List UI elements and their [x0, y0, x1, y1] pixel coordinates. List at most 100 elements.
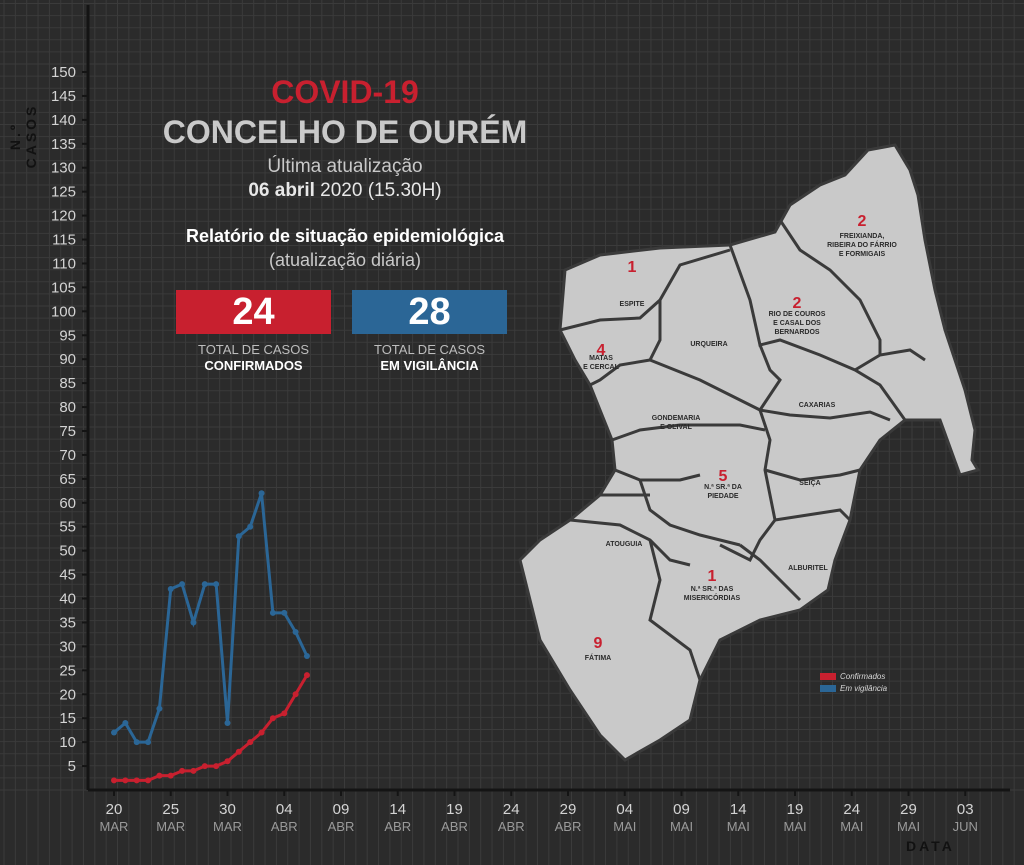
- x-tick-month-label: ABR: [441, 819, 468, 834]
- y-tick-label: 130: [51, 160, 76, 177]
- x-tick-label: 03: [957, 801, 974, 818]
- parish-cases-n-sr-das-miseric-rdias: 1: [708, 568, 717, 585]
- x-tick-month-label: MAI: [670, 819, 693, 834]
- y-tick-label: 55: [59, 519, 76, 536]
- y-tick-label: 65: [59, 471, 76, 488]
- data-point-surveillance: [235, 533, 242, 540]
- y-tick-label: 20: [59, 686, 76, 703]
- surveillance-total-box: 28: [352, 290, 507, 334]
- surveillance-caption-line2: EM VIGILÂNCIA: [380, 358, 479, 373]
- parish-name-urqueira: URQUEIRA: [690, 341, 727, 348]
- data-point-surveillance: [224, 719, 231, 726]
- data-point-confirmed: [281, 710, 288, 717]
- x-tick-label: 19: [787, 801, 804, 818]
- x-tick-label: 14: [389, 801, 406, 818]
- y-tick-label: 15: [59, 710, 76, 727]
- data-point-confirmed: [145, 777, 152, 784]
- data-point-confirmed: [156, 772, 163, 779]
- y-tick-label: 105: [51, 279, 76, 296]
- data-point-surveillance: [167, 585, 174, 592]
- parish-name-matas-e-cercal: E CERCAL: [583, 364, 620, 371]
- parish-border: [614, 468, 701, 482]
- series-line-surveillance: [113, 492, 309, 744]
- data-point-surveillance: [156, 705, 163, 712]
- x-tick-label: 29: [900, 801, 917, 818]
- parish-cases-matas-e-cercal: 4: [597, 342, 606, 359]
- parish-name-sei-a: SEIÇA: [799, 480, 820, 487]
- update-date-rest: 2020 (15.30H): [314, 180, 442, 201]
- y-tick-label: 85: [59, 375, 76, 392]
- data-point-confirmed: [258, 729, 265, 736]
- y-tick-label: 30: [59, 638, 76, 655]
- data-point-surveillance: [133, 739, 140, 746]
- parish-name-alburitel: ALBURITEL: [788, 565, 828, 572]
- data-point-surveillance: [292, 629, 299, 636]
- data-point-surveillance: [247, 523, 254, 530]
- parish-border: [611, 423, 766, 442]
- x-tick-label: 09: [673, 801, 690, 818]
- parish-border: [758, 344, 782, 411]
- report-subtitle: (atualização diária): [268, 250, 422, 270]
- data-point-surveillance: [179, 581, 186, 588]
- surveillance-caption-line1: TOTAL DE CASOS: [373, 342, 485, 357]
- data-point-confirmed: [292, 691, 299, 698]
- surveillance-caption: TOTAL DE CASOS EM VIGILÂNCIA: [352, 342, 507, 374]
- data-point-surveillance: [281, 609, 288, 616]
- confirmed-caption-line1: TOTAL DE CASOS: [197, 342, 309, 357]
- y-tick-label: 100: [51, 303, 76, 320]
- x-tick-label: 19: [446, 801, 463, 818]
- x-tick-month-label: MAI: [727, 819, 750, 834]
- x-tick-month-label: MAI: [840, 819, 863, 834]
- update-date: 06 abril 2020 (15.30H): [190, 180, 500, 202]
- parish-name-espite: ESPITE: [620, 301, 645, 308]
- parish-name-rio-de-couros-e-casal-dos-bernardos: BERNARDOS: [774, 329, 819, 336]
- data-point-confirmed: [190, 767, 197, 774]
- y-tick-label: 60: [59, 495, 76, 512]
- county-outline: [518, 143, 981, 762]
- parish-border: [778, 219, 882, 355]
- x-tick-label: 20: [106, 801, 123, 818]
- y-tick-label: 10: [59, 734, 76, 751]
- parish-name-freixianda-ribeira-do-f-rrio-e-formigais: FREIXIANDA,: [840, 233, 885, 240]
- data-point-confirmed: [201, 763, 208, 770]
- x-tick-month-label: ABR: [328, 819, 355, 834]
- x-tick-month-label: JUN: [953, 819, 978, 834]
- legend-surveillance-label: Em vigilância: [840, 684, 888, 693]
- y-tick-label: 90: [59, 351, 76, 368]
- confirmed-caption-line2: CONFIRMADOS: [204, 358, 303, 373]
- parish-border: [728, 244, 907, 421]
- series-line-confirmed: [114, 674, 309, 782]
- parish-name-n-sr-da-piedade: N.ª SR.ª DA: [704, 484, 742, 491]
- data-point-confirmed: [167, 772, 174, 779]
- x-tick-month-label: MAR: [156, 819, 185, 834]
- parish-cases-n-sr-da-piedade: 5: [719, 468, 728, 485]
- x-tick-label: 09: [333, 801, 350, 818]
- y-tick-label: 95: [59, 327, 76, 344]
- parish-name-f-tima: FÁTIMA: [585, 653, 611, 662]
- x-tick-label: 04: [276, 801, 293, 818]
- y-tick-label: 125: [51, 184, 76, 201]
- x-tick-label: 30: [219, 801, 236, 818]
- update-label: Última atualização: [267, 156, 423, 177]
- data-point-surveillance: [269, 609, 276, 616]
- x-tick-month-label: MAR: [213, 819, 242, 834]
- data-point-confirmed: [224, 758, 231, 765]
- chart-series: [111, 490, 310, 784]
- data-point-surveillance: [213, 581, 220, 588]
- parish-border: [764, 468, 861, 482]
- parish-name-n-sr-da-piedade: PIEDADE: [707, 493, 738, 500]
- parish-cases-rio-de-couros-e-casal-dos-bernardos: 2: [793, 295, 802, 312]
- legend-surveillance-swatch: [820, 685, 836, 693]
- data-point-surveillance: [111, 729, 117, 736]
- parish-name-freixianda-ribeira-do-f-rrio-e-formigais: RIBEIRA DO FÁRRIO: [827, 240, 897, 249]
- y-tick-label: 25: [59, 662, 76, 679]
- y-tick-label: 135: [51, 136, 76, 153]
- parish-border: [854, 348, 926, 372]
- parish-border: [774, 508, 852, 522]
- y-tick-label: 70: [59, 447, 76, 464]
- parish-cases-freixianda-ribeira-do-f-rrio-e-formigais: 2: [858, 213, 867, 230]
- y-tick-label: 80: [59, 399, 76, 416]
- data-point-confirmed: [213, 763, 220, 770]
- parish-name-gondemaria-e-olival: E OLIVAL: [660, 424, 692, 431]
- y-tick-label: 140: [51, 112, 76, 129]
